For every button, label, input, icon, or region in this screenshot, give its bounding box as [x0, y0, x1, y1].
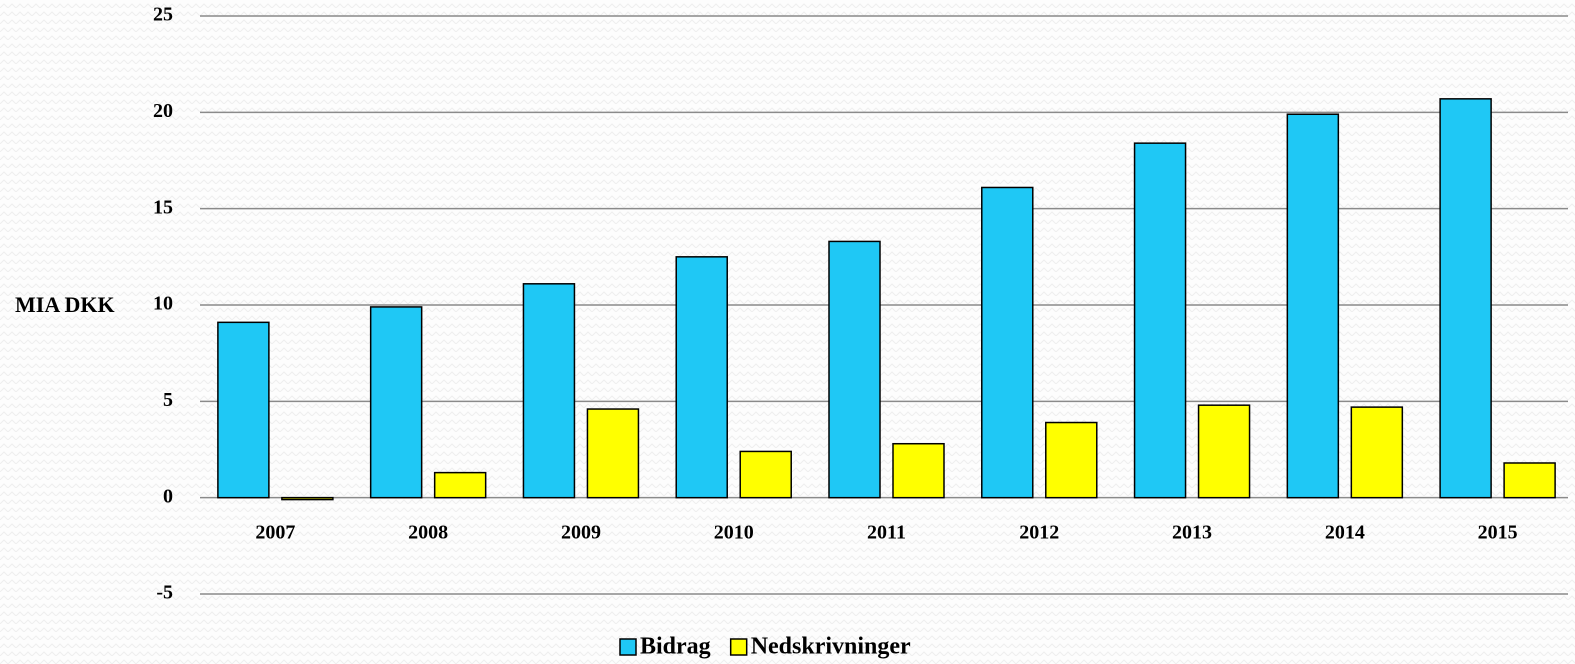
bar — [739, 450, 792, 499]
x-tick-label: 2013 — [1172, 522, 1212, 544]
bar — [981, 186, 1034, 499]
bar — [1045, 421, 1098, 499]
y-tick-label: -5 — [156, 582, 173, 604]
bar — [433, 471, 487, 499]
x-tick-label: 2012 — [1019, 522, 1059, 544]
x-tick-label: 2009 — [561, 522, 601, 544]
y-axis-label: MIA DKK — [15, 292, 115, 317]
bar — [281, 496, 334, 501]
bar — [522, 283, 576, 499]
y-tick-label: 25 — [153, 4, 173, 26]
bar — [1286, 113, 1340, 499]
y-tick-label: 15 — [153, 196, 173, 218]
bar — [1133, 142, 1187, 499]
bar — [892, 442, 945, 499]
legend-label: Bidrag — [640, 634, 711, 660]
y-tick-label: 20 — [153, 100, 173, 122]
y-tick-label: 0 — [163, 485, 173, 507]
x-tick-label: 2008 — [408, 522, 448, 544]
x-tick-label: 2015 — [1478, 522, 1518, 544]
bar — [1350, 406, 1404, 499]
bar — [675, 256, 728, 499]
y-tick-label: 10 — [153, 293, 173, 315]
bar — [586, 408, 640, 499]
bar — [369, 306, 423, 499]
legend-label: Nedskrivninger — [751, 634, 911, 660]
legend-swatch — [729, 638, 748, 656]
x-tick-label: 2014 — [1325, 522, 1365, 544]
bar — [1439, 98, 1492, 499]
bar — [217, 321, 270, 499]
y-tick-label: 5 — [163, 389, 173, 411]
bar — [1197, 404, 1251, 499]
x-tick-label: 2010 — [714, 522, 754, 544]
x-tick-label: 2011 — [867, 522, 906, 544]
x-tick-label: 2007 — [255, 522, 295, 544]
legend-swatch — [619, 638, 637, 656]
bar — [828, 240, 881, 499]
bar — [1503, 462, 1556, 499]
